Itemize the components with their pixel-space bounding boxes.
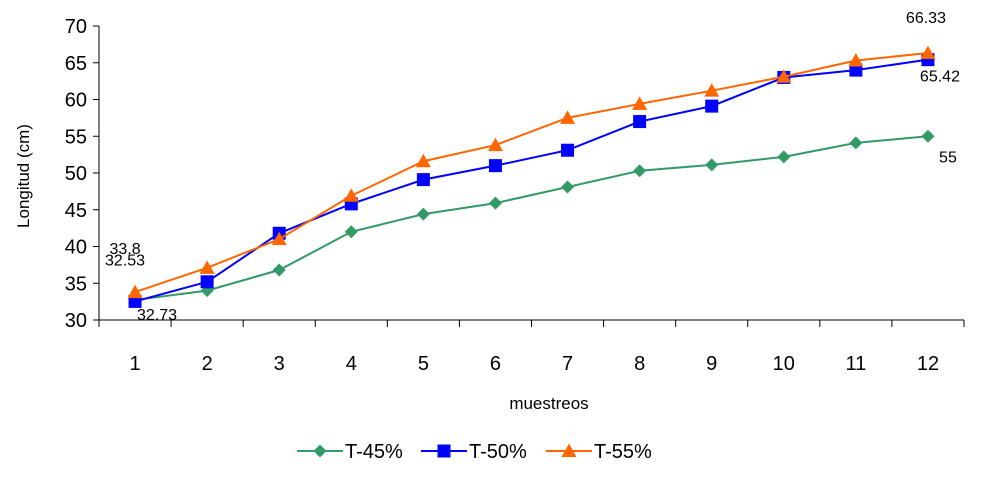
data-point (488, 196, 502, 210)
x-tick-label: 10 (773, 353, 795, 375)
data-label: 66.33 (906, 10, 946, 27)
data-point (561, 143, 575, 157)
x-tick-label: 3 (274, 353, 285, 375)
y-tick-label: 55 (65, 126, 87, 148)
data-point (704, 83, 720, 97)
legend-entry: T-55% (546, 441, 652, 463)
x-tick-label: 1 (129, 353, 140, 375)
legend-entry: T-50% (421, 441, 527, 463)
x-tick-label: 7 (562, 353, 573, 375)
data-point (344, 225, 358, 239)
legend-label: T-45% (345, 441, 403, 463)
data-label: 65.42 (920, 69, 960, 86)
data-point (705, 158, 719, 172)
data-label: 55 (939, 149, 957, 166)
data-point (921, 129, 935, 143)
legend-marker (561, 443, 577, 457)
data-point (776, 69, 792, 83)
y-tick-label: 45 (65, 200, 87, 222)
data-point (127, 284, 143, 299)
data-point (199, 260, 215, 274)
x-tick-label: 5 (418, 353, 429, 375)
legend: T-45% T-50% T-55% (297, 441, 652, 463)
y-tick-label: 60 (65, 90, 87, 112)
data-point (488, 159, 502, 173)
data-point (487, 137, 503, 152)
data-point (633, 115, 647, 129)
series-layer (127, 45, 936, 308)
series-T-45% (128, 129, 935, 307)
series-T-50% (128, 53, 935, 308)
y-tick-label: 70 (65, 16, 87, 38)
y-tick-label: 65 (65, 53, 87, 75)
y-axis-title: Longitud (cm) (14, 124, 33, 228)
y-tick-label: 35 (65, 273, 87, 295)
legend-label: T-55% (594, 441, 652, 463)
legend-label: T-50% (469, 441, 527, 463)
data-point (560, 110, 576, 124)
y-tick-label: 40 (65, 237, 87, 259)
data-point (849, 63, 863, 77)
legend-marker (313, 444, 327, 458)
series-line (134, 58, 929, 303)
y-tick-label: 30 (65, 310, 87, 332)
data-point (561, 180, 575, 194)
series-T-55% (127, 45, 936, 299)
x-tick-label: 6 (490, 353, 501, 375)
data-point (271, 231, 287, 246)
x-tick-label: 11 (845, 353, 866, 375)
data-point (128, 294, 142, 308)
data-point (416, 207, 430, 221)
data-point (272, 263, 286, 277)
data-point (633, 164, 647, 178)
x-tick-label: 4 (346, 353, 357, 375)
series-line (134, 51, 929, 294)
x-tick-label: 8 (634, 353, 645, 375)
legend-marker (437, 444, 451, 458)
x-axis-title: muestreos (509, 394, 588, 413)
data-point (416, 173, 430, 187)
data-label: 32.53 (105, 252, 145, 269)
data-point (415, 153, 431, 168)
y-tick-label: 50 (65, 163, 87, 185)
x-tick-label: 9 (706, 353, 717, 375)
data-labels-layer: 33.832.53 32.73 66.33 65.42 55 (105, 10, 960, 324)
data-point (849, 136, 863, 150)
series-line (134, 135, 929, 301)
data-point (777, 150, 791, 164)
legend-entry: T-45% (297, 441, 403, 463)
data-label: 33.8 (109, 241, 140, 258)
data-point (632, 96, 648, 110)
data-point (343, 188, 359, 202)
x-tick-label: 12 (917, 353, 939, 375)
x-tick-label: 2 (202, 353, 213, 375)
data-point (200, 275, 214, 289)
data-point (920, 45, 936, 59)
data-point (848, 53, 864, 67)
data-label: 32.73 (137, 307, 177, 324)
data-point (705, 99, 719, 113)
